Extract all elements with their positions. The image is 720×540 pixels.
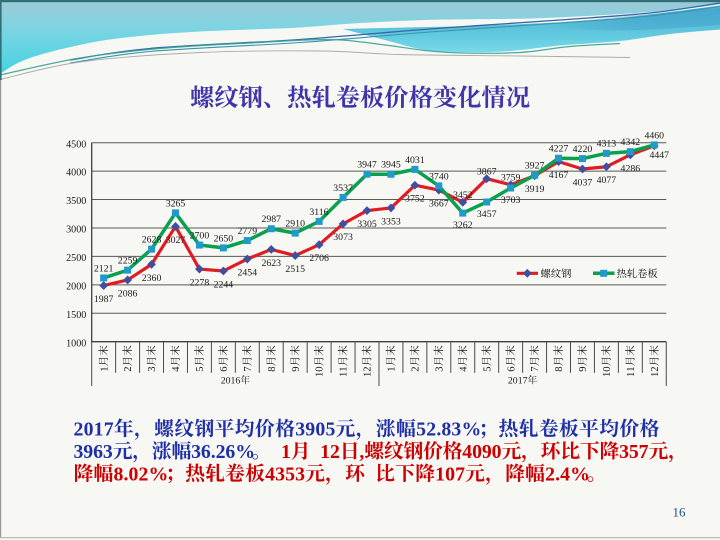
svg-text:3947: 3947	[357, 160, 377, 171]
svg-text:8: 8	[267, 366, 278, 371]
svg-text:5: 5	[195, 366, 206, 371]
svg-text:1500: 1500	[66, 310, 86, 321]
svg-text:10: 10	[315, 366, 326, 377]
svg-text:3262: 3262	[453, 220, 473, 231]
svg-text:4037: 4037	[573, 177, 593, 188]
svg-text:3752: 3752	[405, 194, 425, 205]
svg-text:1987: 1987	[94, 294, 114, 305]
svg-text:2017: 2017	[74, 419, 114, 441]
svg-text:3703: 3703	[501, 195, 521, 206]
svg-text:3000: 3000	[66, 225, 86, 236]
svg-text:2706: 2706	[309, 253, 329, 264]
svg-text:2700: 2700	[190, 230, 210, 241]
svg-text:3667: 3667	[429, 198, 449, 209]
svg-text:2623: 2623	[261, 258, 281, 269]
svg-text:2259: 2259	[118, 256, 138, 267]
svg-text:4220: 4220	[573, 144, 593, 155]
svg-text:3740: 3740	[429, 171, 449, 182]
svg-text:5: 5	[482, 366, 493, 371]
svg-text:4447: 4447	[649, 150, 669, 161]
svg-text:10: 10	[602, 366, 613, 377]
svg-text:3905: 3905	[295, 419, 335, 441]
svg-text:16: 16	[673, 505, 687, 520]
svg-text:2515: 2515	[285, 264, 305, 275]
svg-text:4313: 4313	[597, 139, 617, 150]
svg-text:2: 2	[123, 366, 134, 371]
svg-text:4353: 4353	[265, 463, 305, 485]
svg-text:2779: 2779	[238, 226, 258, 237]
svg-text:2987: 2987	[261, 214, 281, 225]
svg-text:2244: 2244	[214, 279, 234, 290]
svg-text:3945: 3945	[381, 160, 401, 171]
svg-text:,: ,	[359, 441, 364, 463]
svg-text:3919: 3919	[525, 184, 545, 195]
svg-text:2650: 2650	[214, 233, 234, 244]
svg-text:3265: 3265	[166, 198, 186, 209]
svg-text:2016: 2016	[221, 376, 241, 387]
svg-text:8.02%: 8.02%	[114, 463, 169, 485]
svg-text:8: 8	[554, 366, 565, 371]
svg-text:2910: 2910	[285, 219, 305, 230]
svg-text:4000: 4000	[66, 168, 86, 179]
svg-text:107: 107	[435, 463, 465, 485]
svg-text:9: 9	[578, 366, 589, 371]
svg-text:7: 7	[243, 366, 254, 371]
svg-text:3: 3	[147, 366, 158, 371]
svg-text:36.26%: 36.26%	[191, 441, 255, 463]
svg-text:3073: 3073	[333, 232, 353, 243]
svg-text:11: 11	[626, 366, 637, 377]
svg-text:9: 9	[291, 366, 302, 371]
svg-text:11: 11	[339, 366, 350, 377]
svg-text:6: 6	[506, 366, 517, 371]
svg-text:12: 12	[320, 441, 340, 463]
svg-text:6: 6	[219, 366, 230, 371]
svg-text:1: 1	[281, 441, 291, 463]
svg-text:2628: 2628	[142, 235, 162, 246]
svg-text:3353: 3353	[381, 216, 401, 227]
svg-text:52.83%: 52.83%	[416, 419, 481, 441]
svg-text:2454: 2454	[238, 267, 258, 278]
svg-text:4286: 4286	[621, 163, 641, 174]
svg-text:4: 4	[458, 366, 469, 372]
svg-text:3457: 3457	[477, 209, 497, 220]
svg-text:2360: 2360	[142, 273, 162, 284]
svg-text:1000: 1000	[66, 338, 86, 349]
svg-text:357: 357	[619, 441, 649, 463]
svg-text:7: 7	[530, 366, 541, 371]
svg-text:4077: 4077	[597, 175, 617, 186]
svg-text:4227: 4227	[549, 144, 569, 155]
svg-text:3927: 3927	[525, 161, 545, 172]
svg-text:3: 3	[434, 366, 445, 371]
svg-text:2086: 2086	[118, 288, 138, 299]
svg-text:3537: 3537	[333, 183, 353, 194]
svg-text:3305: 3305	[357, 219, 377, 230]
svg-text:4031: 4031	[405, 155, 425, 166]
svg-text:3867: 3867	[477, 166, 497, 177]
svg-text:3116: 3116	[309, 207, 328, 218]
svg-text:2017: 2017	[508, 376, 528, 387]
svg-text:4: 4	[171, 366, 182, 372]
svg-text:12: 12	[650, 366, 661, 377]
svg-text:2000: 2000	[66, 281, 86, 292]
svg-text:2: 2	[410, 366, 421, 371]
svg-text:4167: 4167	[549, 170, 569, 181]
svg-text:2.4%: 2.4%	[545, 463, 590, 485]
svg-text:3963: 3963	[74, 441, 113, 463]
svg-text:3759: 3759	[501, 172, 521, 183]
svg-text:3027: 3027	[166, 235, 186, 246]
svg-text:1: 1	[99, 366, 110, 371]
svg-text:2121: 2121	[94, 263, 114, 274]
svg-text:2500: 2500	[66, 253, 86, 264]
svg-text:4460: 4460	[644, 130, 664, 141]
svg-text:12: 12	[363, 366, 374, 377]
svg-text:4342: 4342	[621, 137, 641, 148]
svg-text:2278: 2278	[190, 277, 210, 288]
svg-text:1: 1	[387, 366, 398, 371]
svg-text:3452: 3452	[453, 190, 473, 201]
svg-text:3500: 3500	[66, 196, 86, 207]
svg-text:4500: 4500	[66, 139, 86, 150]
svg-text:4090: 4090	[462, 441, 501, 463]
